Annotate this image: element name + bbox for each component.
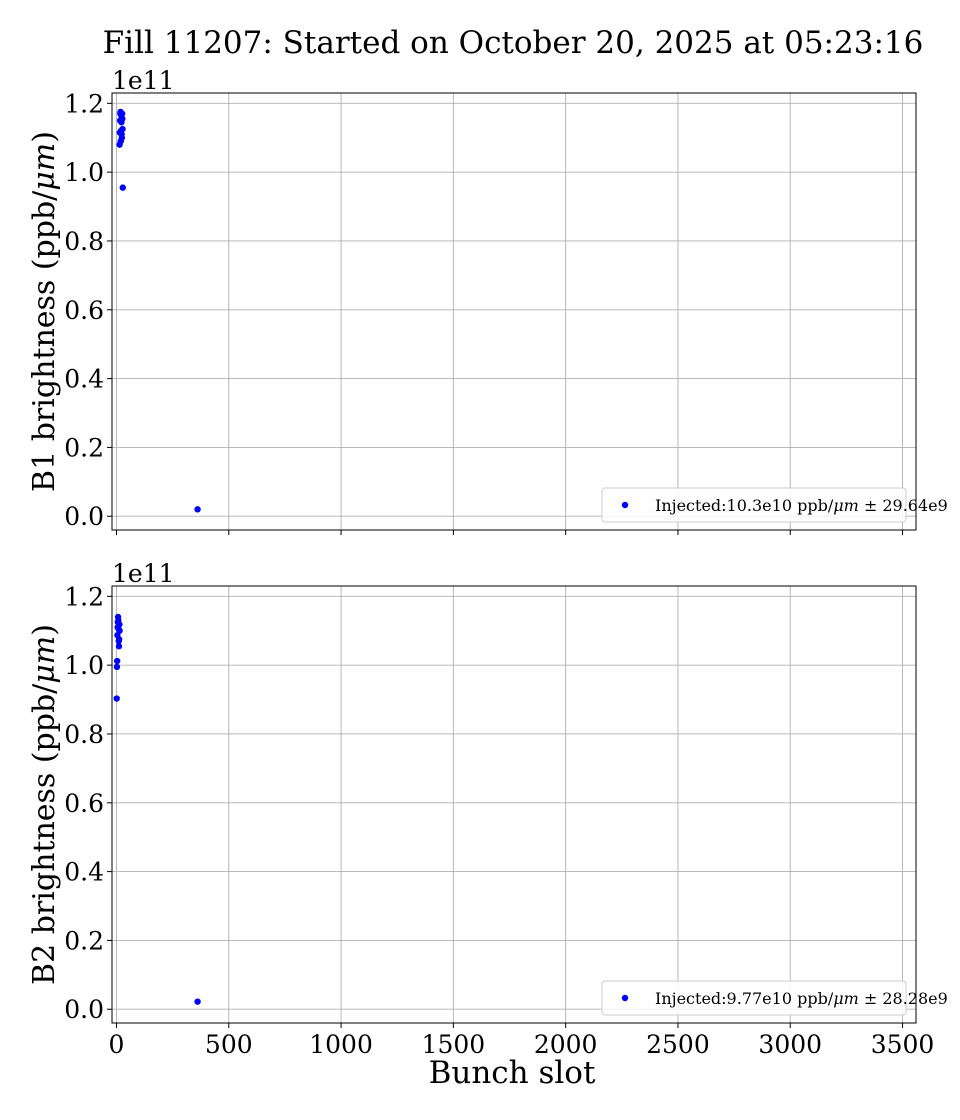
x-axis-label: Bunch slot	[429, 1055, 596, 1091]
legend-label: Injected:10.3e10 ppb/μm ± 29.64e9	[655, 496, 948, 515]
y-tick-label: 1.2	[64, 582, 104, 611]
data-point	[116, 621, 123, 628]
legend-marker	[621, 501, 629, 509]
data-point	[119, 125, 126, 133]
legend-box	[601, 980, 907, 1016]
y-axis-label: B1 brightness (ppb/μm)	[27, 131, 62, 492]
figure-title: Fill 11207: Started on October 20, 2025 …	[103, 25, 924, 61]
y-axis-label: B2 brightness (ppb/μm)	[27, 624, 62, 985]
data-point	[113, 695, 120, 702]
axes-frame	[111, 585, 917, 1024]
label-part: μm	[833, 989, 859, 1008]
y-tick-label: 1.2	[64, 89, 104, 118]
panel-b2: 0 500 1000 1500 2000 2500 3000 3500 0.0 0.2 0.4 0.6…	[27, 559, 948, 1091]
x-tick-label: 2000	[534, 1030, 598, 1059]
data-point	[119, 184, 126, 191]
legend-box	[601, 487, 907, 523]
x-tick-label: 1000	[309, 1030, 373, 1059]
label-part: )	[27, 624, 62, 636]
legend: Injected:10.3e10 ppb/μm ± 29.64e9	[601, 487, 948, 523]
legend-label: Injected:9.77e10 ppb/μm ± 28.28e9	[655, 989, 948, 1008]
x-tick-label: 3000	[758, 1030, 822, 1059]
label-part: μm	[833, 496, 859, 515]
y-tick-label: 0.0	[64, 995, 104, 1024]
y-tick-label: 1.0	[64, 158, 104, 187]
data-point	[115, 636, 123, 643]
x-tick-label: 0	[109, 1030, 125, 1059]
data-point	[116, 627, 123, 634]
data-point	[194, 998, 201, 1005]
y-tick-label: 0.2	[64, 433, 104, 462]
y-tick-label: 0.4	[64, 858, 104, 887]
y-tick-label: 0.0	[64, 502, 104, 531]
data-point	[194, 506, 201, 513]
plot-area	[112, 93, 916, 530]
y-tick-label: 0.8	[64, 227, 104, 256]
x-tick-label: 2500	[646, 1030, 710, 1059]
label-part: )	[27, 131, 62, 143]
y-offset-text: 1e11	[112, 66, 175, 95]
plot-area	[112, 586, 916, 1023]
y-tick-label: 0.6	[64, 296, 104, 325]
y-tick-label: 1.0	[64, 651, 104, 680]
label-part: B1 brightness (ppb/	[27, 190, 62, 492]
y-offset-text: 1e11	[112, 559, 175, 588]
label-part: μm	[27, 143, 62, 191]
label-part: μm	[27, 636, 62, 684]
label-part: ± 29.64e9	[859, 496, 948, 515]
y-tick-label: 0.8	[64, 720, 104, 749]
data-point	[113, 663, 121, 671]
y-tick-label: 0.4	[64, 365, 104, 394]
label-part: ± 28.28e9	[859, 989, 948, 1008]
panel-b1: 0.0 0.2 0.4 0.6 0.8 1.0 1.2 1e11 B1 brightness (…	[27, 66, 948, 535]
label-part: B2 brightness (ppb/	[27, 683, 62, 985]
x-tick-label: 3500	[871, 1030, 935, 1059]
label-part: Injected:9.77e10 ppb/	[655, 989, 834, 1008]
data-point	[113, 657, 121, 665]
legend: Injected:9.77e10 ppb/μm ± 28.28e9	[601, 980, 948, 1016]
axes-frame	[111, 92, 917, 531]
y-tick-label: 0.6	[64, 789, 104, 818]
data-point	[118, 110, 126, 117]
x-tick-label: 1500	[422, 1030, 486, 1059]
legend-marker	[621, 994, 629, 1002]
label-part: Injected:10.3e10 ppb/	[655, 496, 834, 515]
x-tick-label: 500	[205, 1030, 253, 1059]
y-tick-label: 0.2	[64, 926, 104, 955]
data-point	[115, 643, 123, 650]
data-point	[119, 115, 126, 123]
data-point	[118, 134, 126, 141]
